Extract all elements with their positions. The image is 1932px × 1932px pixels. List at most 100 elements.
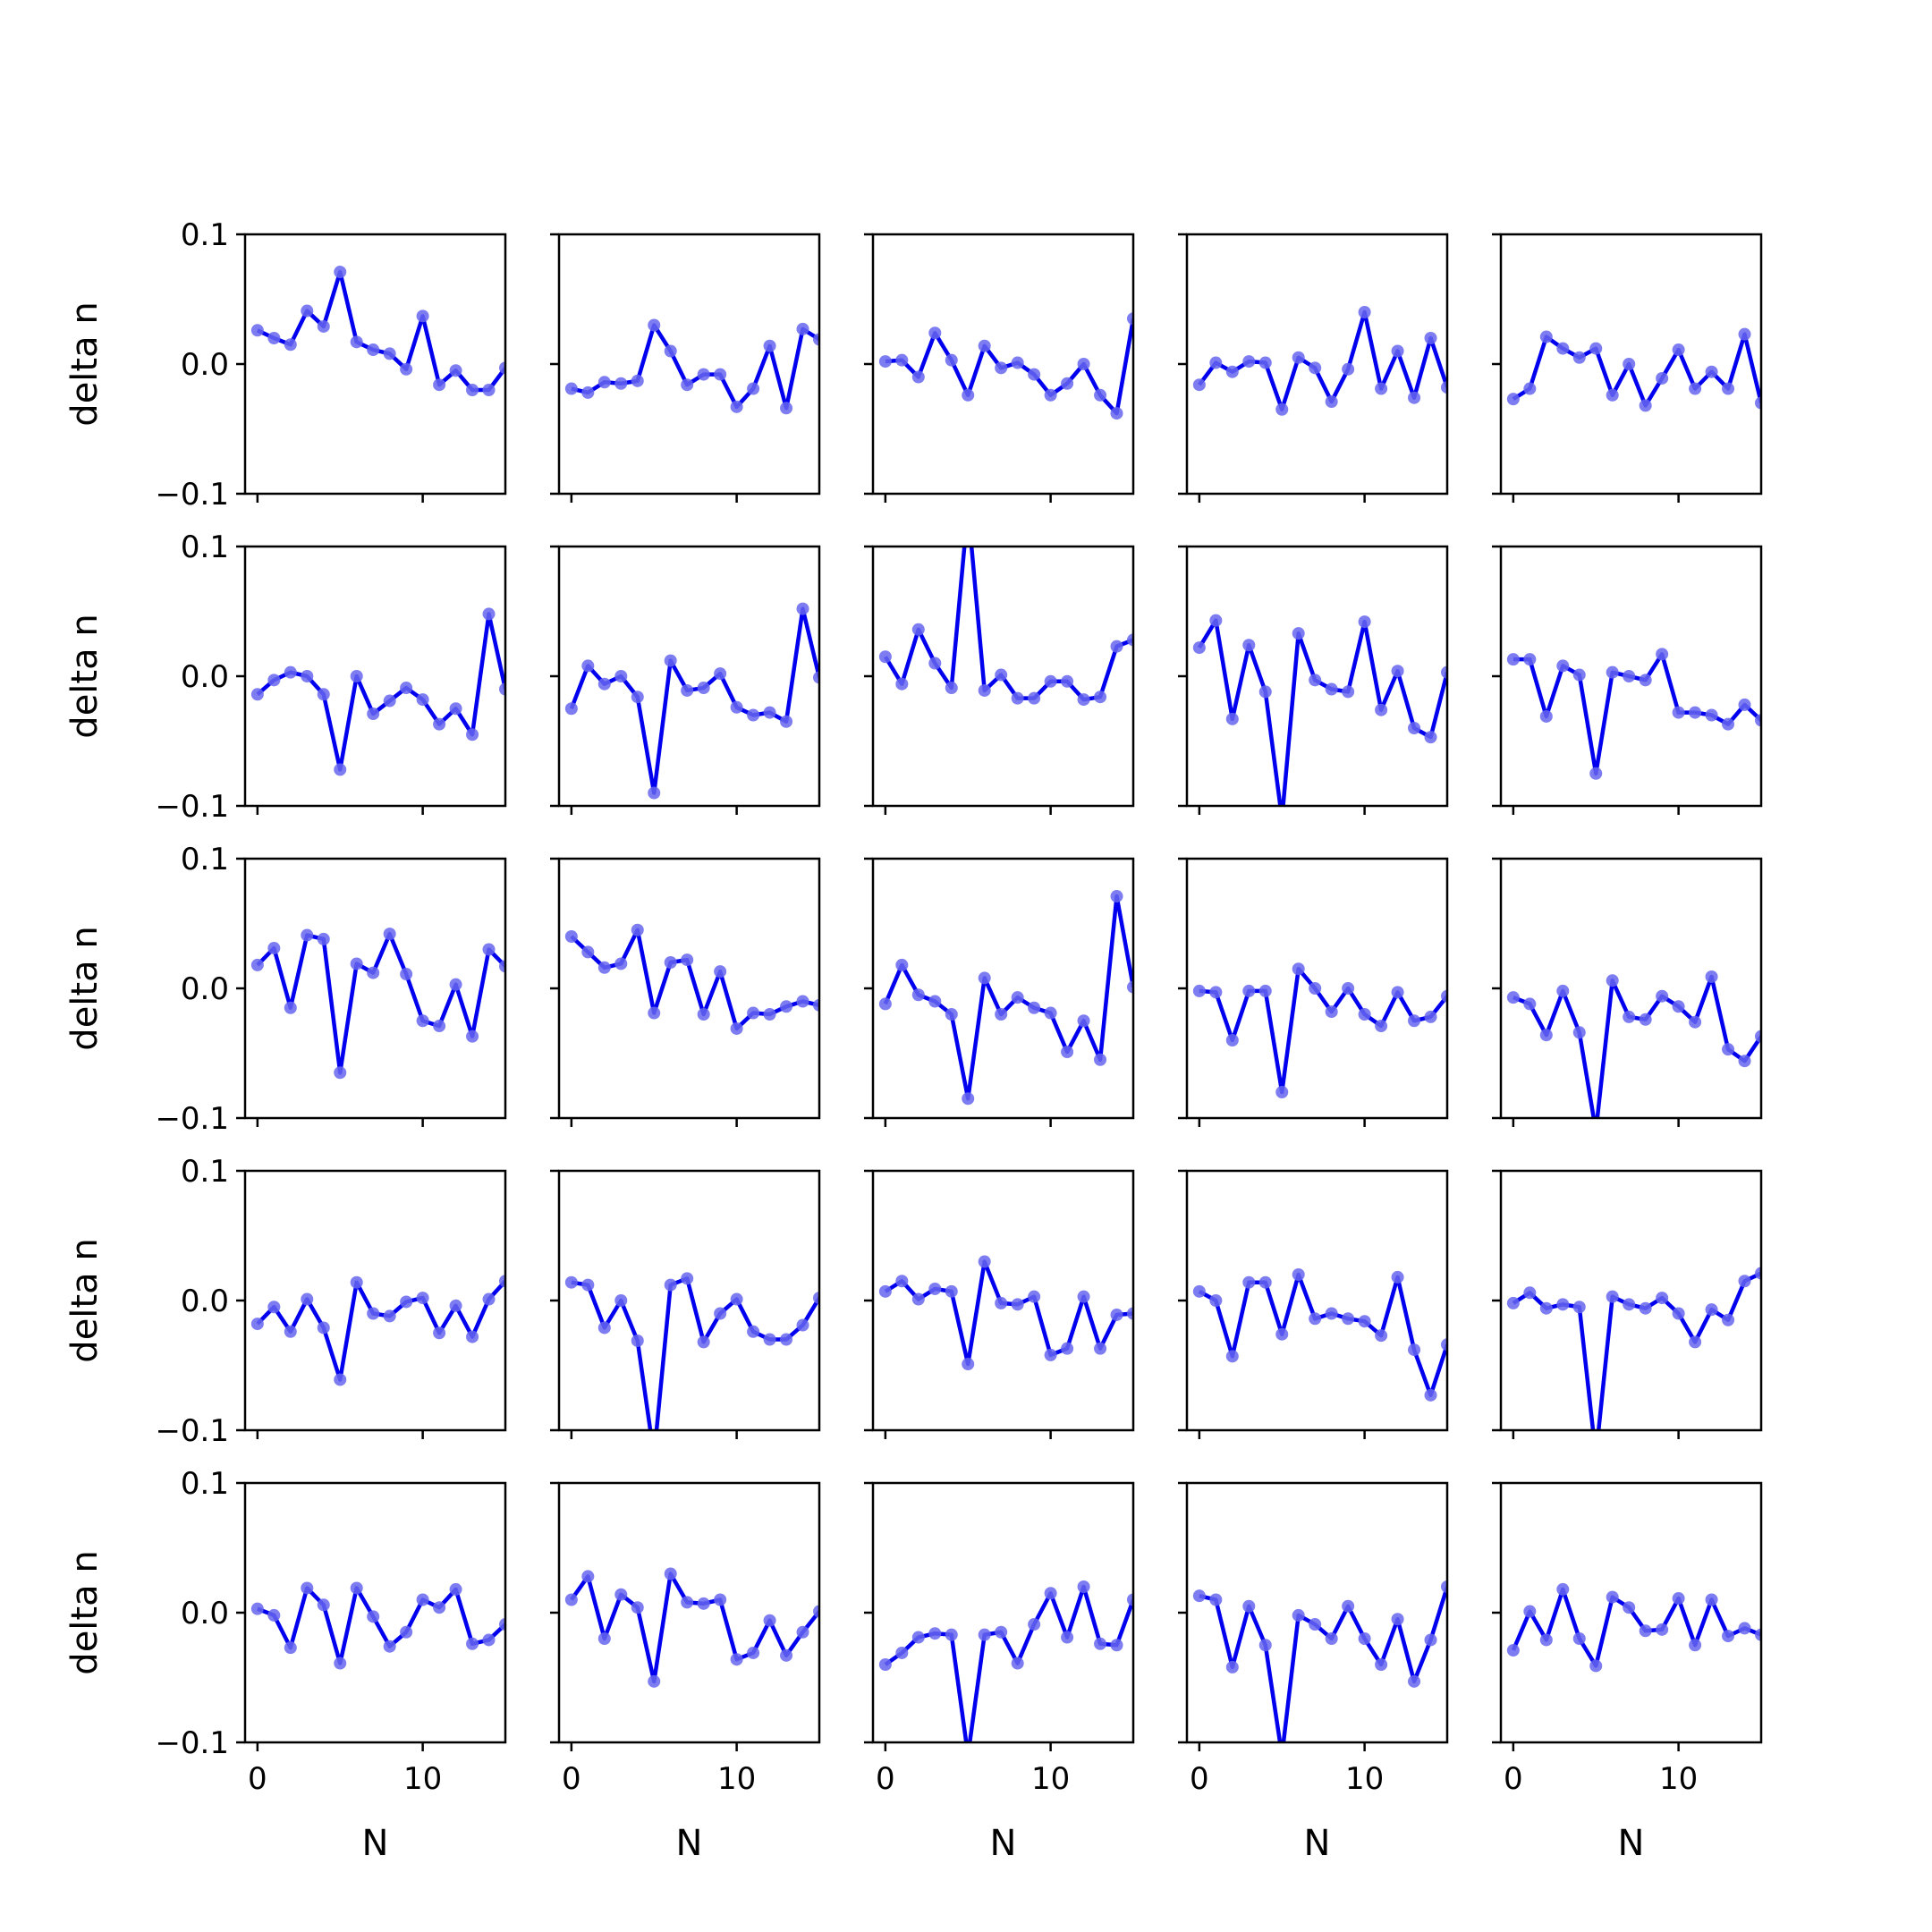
data-point [995,1008,1008,1021]
data-point [1375,1658,1388,1671]
subplot-r1-c1: −0.1 0.0 0.1 delta n [64,217,507,513]
y-axis-label: delta n [64,301,106,426]
data-point [597,1321,611,1335]
series-group [564,318,819,415]
data-point [466,384,479,396]
data-point [796,1625,809,1639]
data-point [1358,1315,1371,1328]
data-point [1408,722,1421,734]
x-tick-label: 10 [1659,1761,1698,1797]
series-line [1513,652,1761,775]
data-point [1572,668,1586,682]
data-point [895,677,909,691]
data-point [1391,665,1404,678]
subplot-r5-c3: 0 10 N [864,1481,1135,1864]
data-point [1192,1589,1206,1603]
data-point [1044,388,1057,402]
data-point [1292,1608,1305,1622]
data-point [631,923,644,936]
data-point [1424,1633,1437,1647]
data-point [1639,1301,1652,1315]
data-point [697,1008,710,1021]
data-point [1705,1593,1718,1606]
data-point [1689,1335,1702,1349]
data-point [1755,714,1761,727]
data-point [1623,358,1636,370]
data-point [1209,1294,1223,1307]
data-point [978,971,991,985]
data-point [780,1648,793,1662]
data-point [433,378,446,392]
data-point [911,988,925,1002]
data-point [581,945,595,959]
data-point [1391,1270,1404,1284]
data-point [780,715,793,728]
data-point [763,1333,776,1346]
data-point [1292,627,1305,640]
data-point [334,1066,347,1080]
data-point [928,995,942,1008]
data-point [1408,1674,1421,1688]
data-point [482,384,496,396]
data-point [1011,691,1024,705]
data-point [1127,1593,1133,1606]
data-point [317,1598,330,1612]
y-tick-label: −0.1 [155,477,229,513]
subplot-r4-c4 [1178,1169,1449,1439]
x-tick-label: 10 [1345,1761,1384,1797]
data-point [1523,997,1537,1011]
data-point [367,1610,380,1623]
data-point [1705,970,1718,983]
data-point [945,1284,958,1298]
data-point [1258,1639,1272,1652]
data-point [1539,330,1553,343]
data-point [1408,1343,1421,1357]
data-point [796,322,809,335]
data-point [1292,1268,1305,1281]
data-point [945,1008,958,1021]
data-point [301,670,314,682]
y-tick-label: 0.1 [181,217,229,253]
data-point [763,1008,776,1021]
data-point [796,995,809,1008]
data-point [581,1278,595,1292]
x-axis-label: N [990,1823,1017,1864]
data-point [631,1334,644,1347]
axes-frame [557,857,821,1120]
series-line [256,931,505,1075]
data-point [1258,984,1272,997]
series-line [1197,618,1447,806]
data-point [895,1275,909,1288]
data-point [1408,391,1421,404]
data-point [1539,709,1553,723]
data-point [284,1641,297,1655]
data-point [1325,1307,1338,1320]
series-group [250,1581,505,1670]
data-point [499,682,505,696]
data-point [813,1605,819,1618]
data-point [1424,731,1437,744]
data-point [1358,1008,1371,1021]
series-line [570,1572,819,1684]
data-point [1639,1013,1652,1026]
data-point [317,1321,330,1335]
data-point [995,1625,1008,1639]
series-line [1511,1587,1761,1668]
data-point [648,318,661,332]
data-point [383,928,396,941]
data-point [301,928,314,942]
data-point [895,1646,909,1659]
data-point [449,1582,462,1596]
data-point [1044,1348,1057,1361]
data-point [1506,991,1520,1004]
data-point [1441,381,1447,394]
x-axis-label: N [1618,1823,1645,1864]
series-group [564,1567,819,1688]
data-point [1110,1639,1123,1652]
axes-frame [1185,1169,1449,1432]
data-point [1061,674,1074,688]
data-point [1523,653,1537,666]
data-point [648,1450,660,1462]
data-point [400,968,413,981]
data-point [597,1632,611,1645]
